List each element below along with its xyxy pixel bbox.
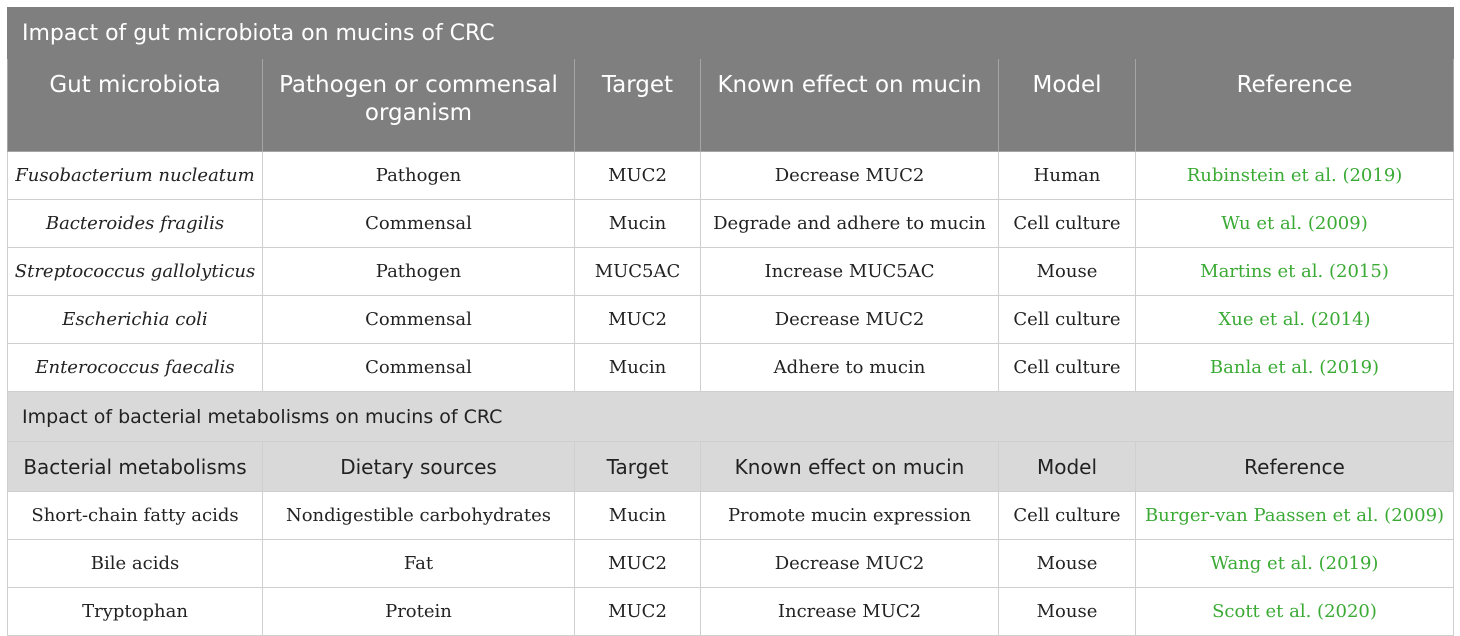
mucin-table: Impact of gut microbiota on mucins of CR… bbox=[7, 7, 1454, 636]
table-row: Enterococcus faecalis Commensal Mucin Ad… bbox=[7, 343, 1454, 392]
dietary-source-cell: Fat bbox=[262, 539, 575, 588]
header-row: Bacterial metabolisms Dietary sources Ta… bbox=[7, 441, 1454, 492]
reference-link[interactable]: Martins et al. (2015) bbox=[1135, 247, 1454, 296]
dietary-source-cell: Nondigestible carbohydrates bbox=[262, 491, 575, 540]
effect-cell: Decrease MUC2 bbox=[700, 295, 999, 344]
model-cell: Cell culture bbox=[998, 343, 1136, 392]
table-row: Fusobacterium nucleatum Pathogen MUC2 De… bbox=[7, 151, 1454, 200]
effect-cell: Decrease MUC2 bbox=[700, 151, 999, 200]
column-header: Known effect on mucin bbox=[700, 58, 999, 152]
model-cell: Mouse bbox=[998, 587, 1136, 636]
column-header: Dietary sources bbox=[262, 441, 575, 492]
reference-link[interactable]: Burger-van Paassen et al. (2009) bbox=[1135, 491, 1454, 540]
model-cell: Cell culture bbox=[998, 199, 1136, 248]
column-header: Known effect on mucin bbox=[700, 441, 999, 492]
model-cell: Cell culture bbox=[998, 491, 1136, 540]
column-header: Target bbox=[574, 441, 701, 492]
reference-link[interactable]: Wu et al. (2009) bbox=[1135, 199, 1454, 248]
effect-cell: Increase MUC5AC bbox=[700, 247, 999, 296]
type-cell: Commensal bbox=[262, 343, 575, 392]
organism-cell: Escherichia coli bbox=[7, 295, 263, 344]
reference-link[interactable]: Rubinstein et al. (2019) bbox=[1135, 151, 1454, 200]
target-cell: MUC2 bbox=[574, 539, 701, 588]
type-cell: Commensal bbox=[262, 199, 575, 248]
dietary-source-cell: Protein bbox=[262, 587, 575, 636]
section-title-gut-microbiota: Impact of gut microbiota on mucins of CR… bbox=[7, 7, 1454, 59]
column-header: Reference bbox=[1135, 441, 1454, 492]
column-header: Bacterial metabolisms bbox=[7, 441, 263, 492]
column-header: Pathogen or commensal organism bbox=[262, 58, 575, 152]
type-cell: Pathogen bbox=[262, 151, 575, 200]
target-cell: MUC2 bbox=[574, 587, 701, 636]
table-row: Bile acids Fat MUC2 Decrease MUC2 Mouse … bbox=[7, 539, 1454, 588]
section-title-row: Impact of gut microbiota on mucins of CR… bbox=[7, 7, 1454, 59]
metabolism-cell: Bile acids bbox=[7, 539, 263, 588]
metabolism-cell: Tryptophan bbox=[7, 587, 263, 636]
reference-link[interactable]: Banla et al. (2019) bbox=[1135, 343, 1454, 392]
organism-cell: Streptococcus gallolyticus bbox=[7, 247, 263, 296]
target-cell: MUC2 bbox=[574, 151, 701, 200]
table-row: Escherichia coli Commensal MUC2 Decrease… bbox=[7, 295, 1454, 344]
column-header: Gut microbiota bbox=[7, 58, 263, 152]
organism-cell: Fusobacterium nucleatum bbox=[7, 151, 263, 200]
model-cell: Mouse bbox=[998, 247, 1136, 296]
model-cell: Human bbox=[998, 151, 1136, 200]
column-header: Reference bbox=[1135, 58, 1454, 152]
table-row: Short-chain fatty acids Nondigestible ca… bbox=[7, 491, 1454, 540]
section-title-bacterial-metabolisms: Impact of bacterial metabolisms on mucin… bbox=[7, 391, 1454, 442]
effect-cell: Increase MUC2 bbox=[700, 587, 999, 636]
effect-cell: Decrease MUC2 bbox=[700, 539, 999, 588]
effect-cell: Promote mucin expression bbox=[700, 491, 999, 540]
column-header: Model bbox=[998, 58, 1136, 152]
reference-link[interactable]: Xue et al. (2014) bbox=[1135, 295, 1454, 344]
metabolism-cell: Short-chain fatty acids bbox=[7, 491, 263, 540]
organism-cell: Bacteroides fragilis bbox=[7, 199, 263, 248]
table-row: Tryptophan Protein MUC2 Increase MUC2 Mo… bbox=[7, 587, 1454, 636]
type-cell: Pathogen bbox=[262, 247, 575, 296]
column-header: Model bbox=[998, 441, 1136, 492]
effect-cell: Degrade and adhere to mucin bbox=[700, 199, 999, 248]
target-cell: Mucin bbox=[574, 491, 701, 540]
effect-cell: Adhere to mucin bbox=[700, 343, 999, 392]
reference-link[interactable]: Scott et al. (2020) bbox=[1135, 587, 1454, 636]
section-title-row: Impact of bacterial metabolisms on mucin… bbox=[7, 391, 1454, 442]
target-cell: MUC2 bbox=[574, 295, 701, 344]
header-row: Gut microbiota Pathogen or commensal org… bbox=[7, 58, 1454, 152]
target-cell: MUC5AC bbox=[574, 247, 701, 296]
reference-link[interactable]: Wang et al. (2019) bbox=[1135, 539, 1454, 588]
target-cell: Mucin bbox=[574, 199, 701, 248]
model-cell: Cell culture bbox=[998, 295, 1136, 344]
column-header: Target bbox=[574, 58, 701, 152]
table-row: Streptococcus gallolyticus Pathogen MUC5… bbox=[7, 247, 1454, 296]
model-cell: Mouse bbox=[998, 539, 1136, 588]
organism-cell: Enterococcus faecalis bbox=[7, 343, 263, 392]
target-cell: Mucin bbox=[574, 343, 701, 392]
type-cell: Commensal bbox=[262, 295, 575, 344]
table-row: Bacteroides fragilis Commensal Mucin Deg… bbox=[7, 199, 1454, 248]
